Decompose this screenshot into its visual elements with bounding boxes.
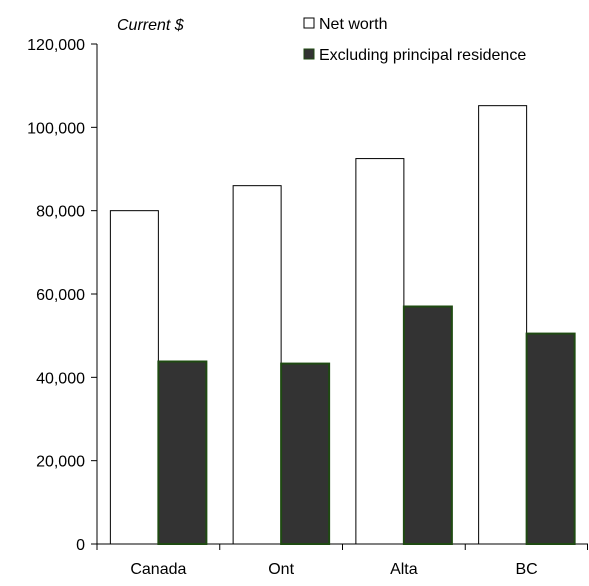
bar-net-worth [355, 158, 405, 545]
y-tick-label: 60,000 [36, 287, 85, 304]
x-tick-label: Alta [390, 561, 418, 578]
bar-excluding-principal-residence [525, 332, 576, 546]
y-tick-label: 20,000 [36, 454, 85, 471]
legend-label: Excluding principal residence [319, 47, 526, 64]
bar-excluding-principal-residence [402, 305, 453, 545]
x-tick-label: Ont [268, 561, 294, 578]
y-tick-label: 0 [76, 537, 85, 554]
x-axis: Canada Ont Alta BC [96, 543, 588, 578]
units-label: Current $ [117, 17, 185, 34]
x-tick-label: Canada [130, 561, 186, 578]
y-tick-label: 80,000 [36, 204, 85, 221]
bar-net-worth [478, 105, 528, 545]
bar-net-worth [232, 185, 282, 545]
bars [109, 105, 576, 546]
y-tick-label: 40,000 [36, 370, 85, 387]
legend-label: Net worth [319, 16, 387, 33]
bar-excluding-principal-residence [157, 360, 208, 545]
legend: Net worth Excluding principal residence [303, 16, 526, 64]
y-axis: 0 20,000 40,000 60,000 80,000 100,000 120,000 [27, 37, 98, 554]
x-tick-label: BC [516, 561, 538, 578]
y-tick-label: 100,000 [27, 120, 85, 137]
bar-excluding-principal-residence [280, 362, 331, 546]
legend-swatch-excluding-principal-residence [303, 48, 315, 60]
legend-swatch-net-worth [303, 17, 315, 29]
y-tick-label: 120,000 [27, 37, 85, 54]
bar-net-worth [109, 210, 159, 545]
